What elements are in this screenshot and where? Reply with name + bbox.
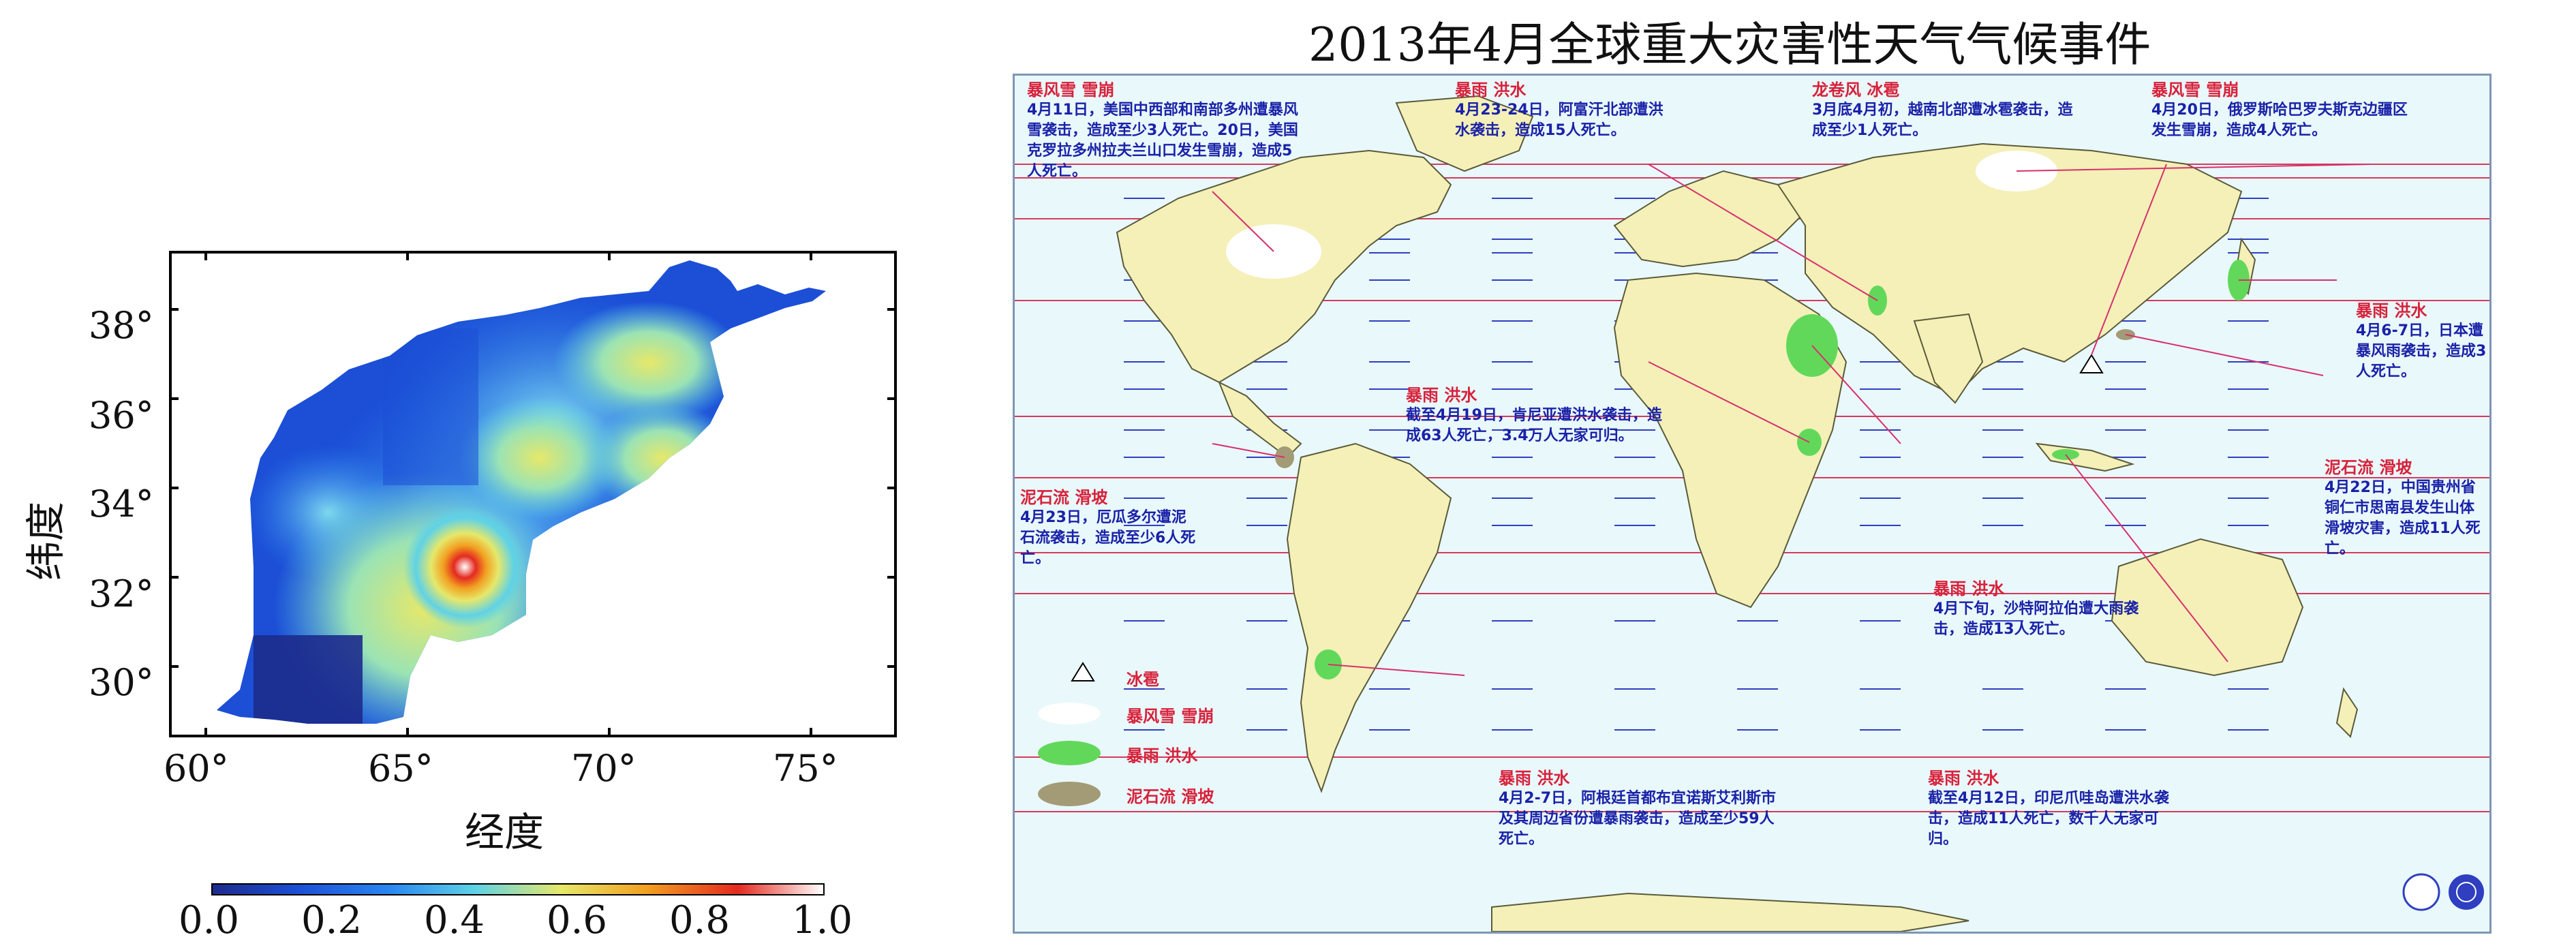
event-title: 龙卷风 冰雹 — [1812, 80, 1900, 99]
lon-label: 65° — [368, 747, 433, 790]
india — [1913, 313, 1984, 404]
world-events-panel: 2013年4月全球重大灾害性天气气候事件 — [1002, 0, 2576, 950]
event-text: 4月11日，美国中西部和南部多州遭暴风雪袭击，造成至少3人死亡。20日，美国克罗… — [1027, 102, 1298, 180]
event-saudi-flood: 暴雨 洪水 4月下旬，沙特阿拉伯遭大雨袭击，造成13人死亡。 — [1933, 579, 2151, 640]
event-text: 截至4月19日，肯尼亚遭洪水袭击，造成63人死亡，3.4万人无家可归。 — [1406, 407, 1662, 444]
snowstorm-marker-russia-2 — [1989, 153, 2030, 173]
un-icon — [2449, 874, 2484, 910]
event-russia-avalanche: 暴风雪 雪崩 4月20日，俄罗斯哈巴罗夫斯克边疆区发生雪崩，造成4人死亡。 — [2151, 80, 2410, 141]
lon-label: 75° — [773, 747, 838, 790]
lat-label: 32° — [89, 572, 154, 615]
afghanistan-map-panel: 38° 36° 34° 32° 30° 60° 65° 70° 75° 纬度 经… — [0, 0, 927, 950]
australia — [2111, 538, 2304, 677]
event-text: 4月2-7日，阿根廷首都布宜诺斯艾利斯市及其周边省份遭暴雨袭击，造成至少59人死… — [1499, 790, 1777, 848]
colorbar-tick-label: 0.4 — [424, 898, 485, 943]
event-title: 暴风雪 雪崩 — [2151, 80, 2239, 99]
tick — [406, 728, 409, 735]
tick — [172, 308, 179, 311]
asia — [1777, 142, 2243, 397]
event-argentina-flood: 暴雨 洪水 4月2-7日，阿根廷首都布宜诺斯艾利斯市及其周边省份遭暴雨袭击，造成… — [1499, 768, 1778, 850]
world-map-svg — [1015, 95, 2489, 932]
colorbar-tick-label: 1.0 — [792, 898, 853, 943]
event-ecuador-landslide: 泥石流 滑坡 4月23日，厄瓜多尔遭泥石流袭击，造成至少6人死亡。 — [1020, 487, 1199, 569]
colorbar — [211, 883, 825, 895]
legend-label-hail: 冰雹 — [1126, 670, 1159, 689]
event-title: 暴雨 洪水 — [1406, 386, 1477, 405]
event-text: 3月底4月初，越南北部遭冰雹袭击，造成至少1人死亡。 — [1812, 102, 2073, 139]
event-text: 4月22日，中国贵州省铜仁市思南县发生山体滑坡灾害，造成11人死亡。 — [2325, 479, 2481, 557]
central-america — [1218, 380, 1302, 459]
greenland — [1395, 95, 1534, 172]
tick — [810, 254, 812, 260]
event-text: 4月23日，厄瓜多尔遭泥石流袭击，造成至少6人死亡。 — [1020, 509, 1196, 567]
event-title: 暴雨 洪水 — [1928, 769, 1999, 788]
south-america — [1286, 442, 1452, 793]
y-axis-title: 纬度 — [22, 501, 69, 581]
event-title: 暴雨 洪水 — [1499, 769, 1570, 788]
event-indonesia-flood: 暴雨 洪水 截至4月12日，印尼爪哇岛遭洪水袭击，造成11人死亡，数千人无家可归… — [1928, 768, 2187, 850]
event-title: 暴风雪 雪崩 — [1027, 80, 1115, 99]
event-us-snow: 暴风雪 雪崩 4月11日，美国中西部和南部多州遭暴风雪袭击，造成至少3人死亡。2… — [1027, 80, 1300, 182]
tick — [608, 728, 611, 735]
event-text: 4月23-24日，阿富汗北部遭洪水袭击，造成15人死亡。 — [1455, 102, 1663, 139]
un-icon-inner — [2456, 882, 2477, 902]
hail-marker-vietnam — [2079, 354, 2104, 373]
event-text: 4月6-7日，日本遭暴风雨袭击，造成3人死亡。 — [2356, 322, 2487, 380]
x-axis-title: 经度 — [465, 809, 545, 855]
tick — [810, 728, 812, 735]
lat-label: 38° — [89, 304, 154, 347]
event-text: 截至4月12日，印尼爪哇岛遭洪水袭击，造成11人死亡，数千人无家可归。 — [1928, 790, 2169, 848]
legend-triangle-icon — [1071, 662, 1095, 681]
tick — [887, 576, 894, 579]
event-afghanistan-flood: 暴雨 洪水 4月23-24日，阿富汗北部遭洪水袭击，造成15人死亡。 — [1455, 80, 1673, 141]
leader-lines — [1212, 164, 2372, 676]
legend-label-flood: 暴雨 洪水 — [1126, 746, 1198, 765]
tick — [887, 397, 894, 400]
lat-label: 30° — [89, 661, 154, 704]
world-map: 暴风雪 雪崩 4月11日，美国中西部和南部多州遭暴风雪袭击，造成至少3人死亡。2… — [1013, 74, 2491, 934]
europe — [1613, 170, 1807, 268]
legend-label-snow: 暴风雪 雪崩 — [1126, 707, 1214, 726]
event-text: 4月20日，俄罗斯哈巴罗夫斯克边疆区发生雪崩，造成4人死亡。 — [2151, 102, 2408, 139]
lat-label: 36° — [89, 394, 154, 437]
antarctica — [1491, 892, 1969, 932]
tick — [204, 254, 207, 260]
event-vietnam-hail: 龙卷风 冰雹 3月底4月初，越南北部遭冰雹袭击，造成至少1人死亡。 — [1812, 80, 2085, 141]
legend-landslide-swatch — [1038, 782, 1101, 806]
legend-flood-swatch — [1038, 741, 1101, 765]
lat-label: 34° — [89, 482, 154, 525]
new-zealand — [2335, 687, 2359, 738]
heatmap-svg — [217, 260, 826, 724]
colorbar-tick-label: 0.6 — [547, 898, 608, 943]
afghanistan-heatmap — [169, 251, 897, 737]
colorbar-tick-label: 0.2 — [301, 898, 363, 943]
tick — [172, 576, 179, 579]
event-title: 暴雨 洪水 — [1933, 579, 2005, 598]
lon-label: 70° — [571, 747, 637, 790]
world-map-title: 2013年4月全球重大灾害性天气气候事件 — [1308, 18, 2151, 72]
event-china-landslide: 泥石流 滑坡 4月22日，中国贵州省铜仁市思南县发生山体滑坡灾害，造成11人死亡… — [2325, 457, 2485, 560]
event-japan-flood: 暴雨 洪水 4月6-7日，日本遭暴风雨袭击，造成3人死亡。 — [2356, 301, 2487, 382]
wmo-icon — [2402, 873, 2440, 911]
event-title: 暴雨 洪水 — [1455, 80, 1527, 99]
colorbar-tick-label: 0.8 — [669, 898, 731, 943]
tick — [172, 397, 179, 400]
legend-snow-swatch — [1038, 703, 1101, 724]
event-title: 暴雨 洪水 — [2356, 301, 2427, 320]
tick — [887, 487, 894, 489]
lon-label: 60° — [164, 747, 229, 790]
tick — [406, 254, 409, 260]
legend-label-landslide: 泥石流 滑坡 — [1126, 787, 1214, 806]
tick — [887, 308, 894, 311]
event-title: 泥石流 滑坡 — [1020, 488, 1108, 507]
tick — [887, 665, 894, 668]
colorbar-tick-label: 0.0 — [179, 898, 240, 943]
tick — [172, 665, 179, 668]
tick — [608, 254, 611, 260]
tick — [172, 487, 179, 489]
tick — [204, 728, 207, 735]
event-kenya-flood: 暴雨 洪水 截至4月19日，肯尼亚遭洪水袭击，造成63人死亡，3.4万人无家可归… — [1406, 385, 1665, 446]
event-text: 4月下旬，沙特阿拉伯遭大雨袭击，造成13人死亡。 — [1933, 600, 2139, 638]
event-title: 泥石流 滑坡 — [2325, 458, 2412, 477]
